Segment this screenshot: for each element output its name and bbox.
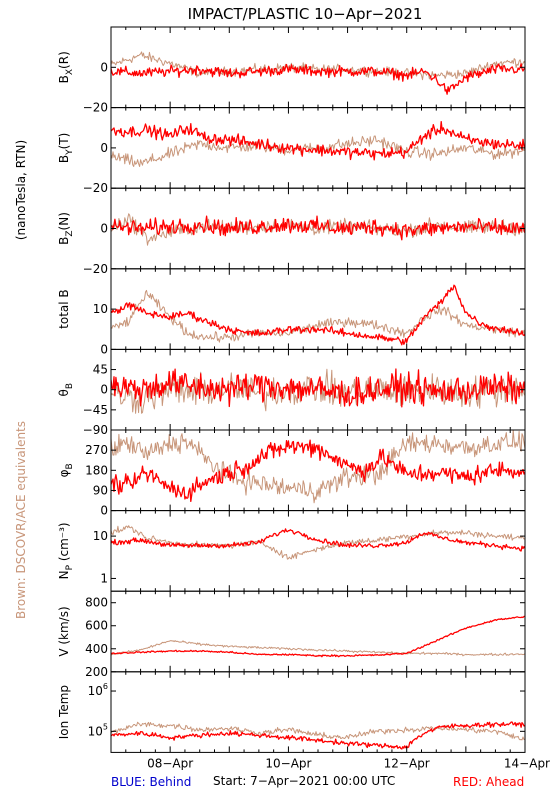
series-red-bz xyxy=(111,215,525,241)
ylabel-v: V (km/s) xyxy=(57,606,71,656)
panel-phi: 270 180 90 0 φB xyxy=(57,429,526,518)
ytick-label-by: 0 xyxy=(100,141,108,155)
series-red-bx xyxy=(111,63,525,95)
ylabel-np: NP (cm⁻³) xyxy=(57,522,75,579)
ytick-label-bx: −20 xyxy=(83,101,108,115)
ytick-label-phi: 0 xyxy=(100,504,108,518)
ytick-label-phi: 90 xyxy=(93,483,108,497)
ytick-label-np: 1 xyxy=(100,571,108,585)
xtick-label: 10−Apr xyxy=(265,756,311,770)
footer-start-label: Start: 7−Apr−2021 00:00 UTC xyxy=(213,774,395,788)
ytick-label-by: −20 xyxy=(83,181,108,195)
brown-legend-label: Brown: DSCOVR/ACE equivalents xyxy=(14,421,28,619)
series-red-theta xyxy=(111,368,525,408)
ylabel-by: BY(T) xyxy=(57,133,75,163)
ytick-label-sup: 5 xyxy=(103,722,108,731)
series-brown-bx xyxy=(111,51,525,81)
chart-title: IMPACT/PLASTIC 10−Apr−2021 xyxy=(188,5,423,23)
ytick-label-phi: 180 xyxy=(85,463,108,477)
ylabel-bx: BX(R) xyxy=(57,51,75,83)
series-red-btot xyxy=(111,284,525,346)
ytick-label-np: 10 xyxy=(93,529,108,543)
series-brown-temp xyxy=(111,721,525,741)
panel-frame-v xyxy=(110,590,526,673)
ytick-label-bz: −20 xyxy=(83,262,108,276)
panel-temp: 106 105 Ion Temp xyxy=(57,671,526,753)
ytick-label-theta: −45 xyxy=(83,403,108,417)
series-red-temp xyxy=(111,721,525,750)
ytick-label-theta: 45 xyxy=(93,363,108,377)
units-label: (nanoTesla, RTN) xyxy=(14,140,28,240)
series-brown-v xyxy=(111,640,525,657)
ytick-label-v: 600 xyxy=(85,619,108,633)
panel-np: 10 1 NP (cm⁻³) xyxy=(57,510,526,592)
ylabel-bz: BZ(N) xyxy=(57,212,75,245)
ylabel-btot: total B xyxy=(57,289,71,329)
panel-v: 800 600 400 200 V (km/s) xyxy=(57,590,526,679)
panel-btot: 10 0 total B xyxy=(57,268,526,356)
ytick-label-btot: 0 xyxy=(100,342,108,356)
ytick-label-v: 200 xyxy=(85,665,108,679)
panel-bz: 0 −20 BZ(N) xyxy=(57,187,526,276)
ytick-label-theta: 0 xyxy=(100,383,108,397)
xtick-label: 08−Apr xyxy=(147,756,193,770)
ytick-label-v: 800 xyxy=(85,596,108,610)
panel-frame-bx xyxy=(110,26,526,109)
series-red-np xyxy=(111,528,525,552)
ytick-label-sup: 6 xyxy=(103,682,108,691)
series-brown-by xyxy=(111,135,525,167)
ytick-label-temp: 105 xyxy=(88,722,108,738)
ytick-label-bz: 0 xyxy=(100,222,108,236)
panel-frame-btot xyxy=(110,268,526,350)
panel-frame-np xyxy=(110,510,526,592)
panel-theta: 45 0 −45 −90 θB xyxy=(57,348,526,437)
xtick-label: 12−Apr xyxy=(384,756,430,770)
panel-by: 0 −20 BY(T) xyxy=(57,107,526,195)
ytick-label-temp: 106 xyxy=(88,682,108,698)
ytick-label-phi: 270 xyxy=(85,443,108,457)
ytick-label-btot: 10 xyxy=(93,302,108,316)
series-red-v xyxy=(111,615,525,658)
ylabel-temp: Ion Temp xyxy=(57,685,71,739)
ylabel-phi: φB xyxy=(57,463,75,477)
panel-bx: 0 −20 BX(R) xyxy=(57,26,526,115)
xtick-label: 14−Apr xyxy=(504,756,550,770)
footer-blue-label: BLUE: Behind xyxy=(111,775,191,789)
ytick-label-v: 400 xyxy=(85,642,108,656)
ytick-label-bx: 0 xyxy=(100,60,108,74)
series-red-by xyxy=(111,120,525,161)
footer-red-label: RED: Ahead xyxy=(453,775,524,789)
series-red-phi xyxy=(111,439,525,503)
ylabel-theta: θB xyxy=(57,383,75,397)
series-brown-phi xyxy=(111,430,525,504)
ytick-label-theta: −90 xyxy=(83,423,108,437)
